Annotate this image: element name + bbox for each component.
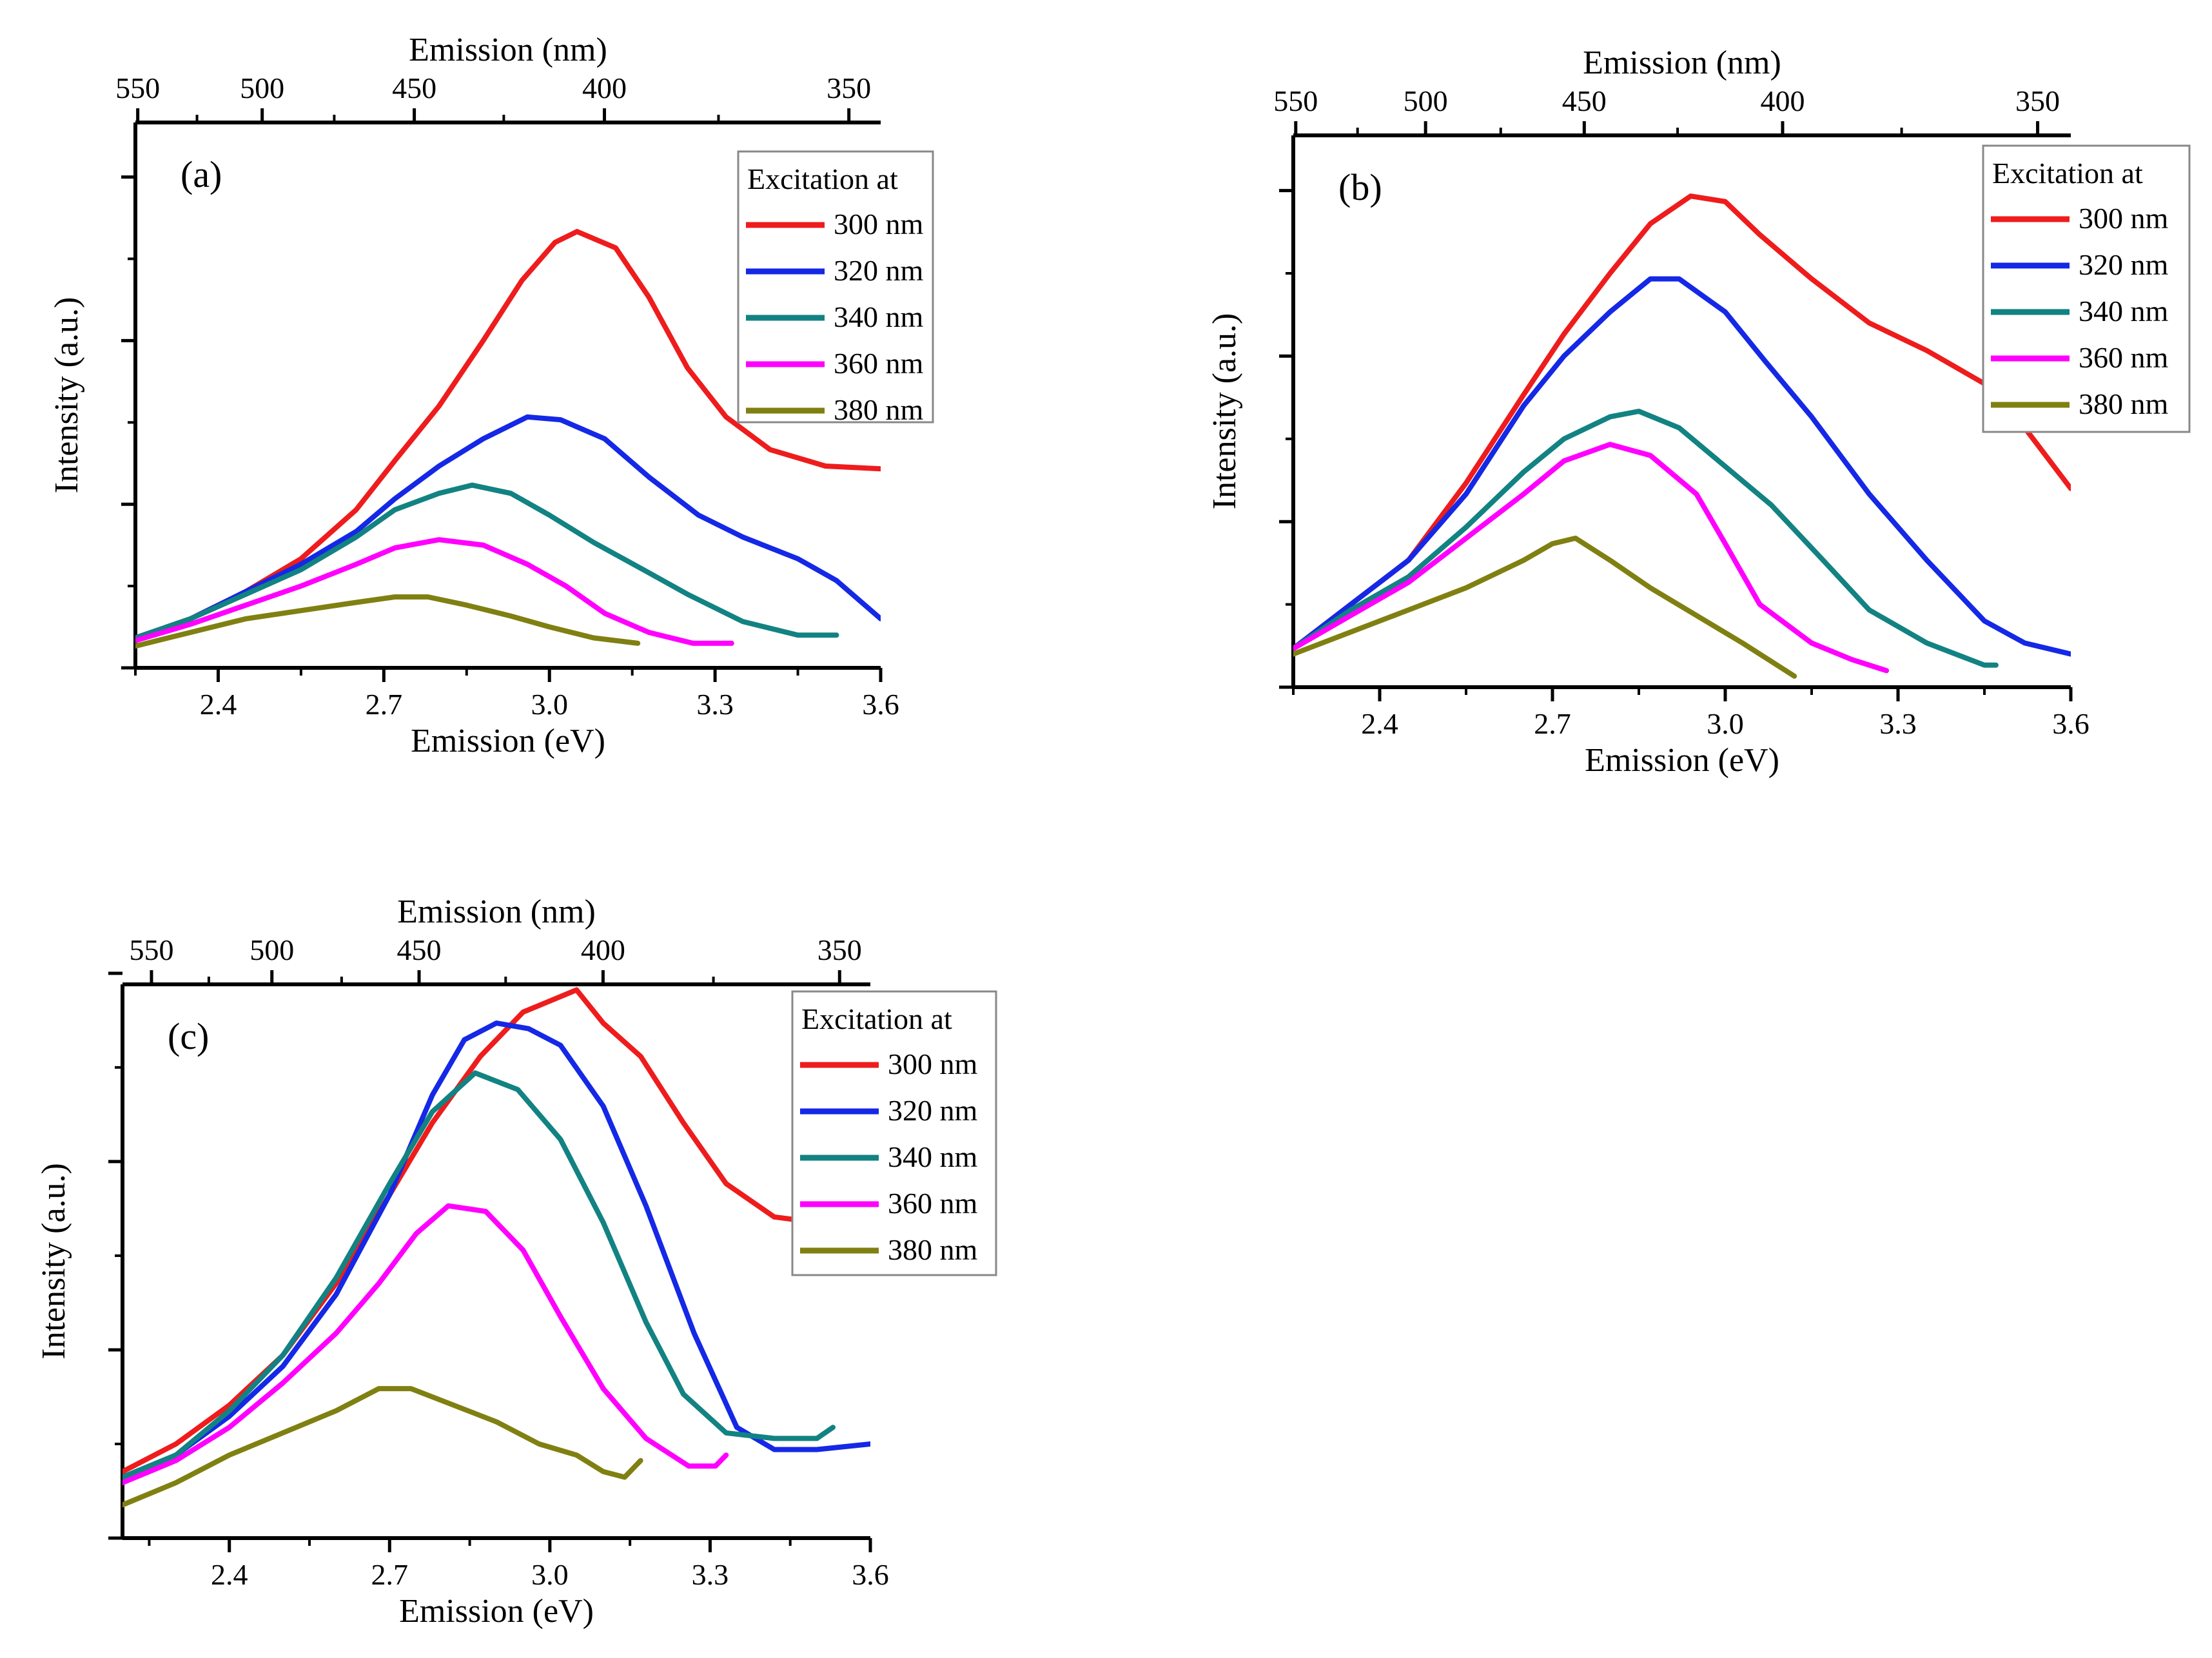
- x-tick-label: 3.6: [852, 1558, 889, 1591]
- y-axis-title: Intensity (a.u.): [35, 1163, 72, 1360]
- x-tick-label: 2.4: [200, 688, 237, 721]
- top-tick-label: 350: [2015, 84, 2060, 117]
- x-tick-label: 2.7: [1534, 707, 1571, 740]
- y-axis-title: Intensity (a.u.): [48, 297, 85, 494]
- series-line-360-nm: [135, 537, 734, 646]
- series-line-320-nm: [122, 1020, 870, 1480]
- legend-title: Excitation at: [801, 1002, 952, 1035]
- x-tick-label: 2.4: [211, 1558, 248, 1591]
- x-tick-label: 3.6: [862, 688, 899, 721]
- legend-label: 360 nm: [834, 347, 924, 380]
- legend-label: 360 nm: [888, 1187, 978, 1220]
- x-tick-label: 3.0: [531, 688, 568, 721]
- x-axis-title: Emission (eV): [399, 1593, 594, 1630]
- series-line-340-nm: [135, 482, 839, 641]
- series-line-320-nm: [1293, 276, 2071, 657]
- x-tick-label: 3.3: [692, 1558, 729, 1591]
- legend-label: 380 nm: [888, 1233, 978, 1266]
- panel-label: (c): [168, 1015, 209, 1057]
- top-tick-label: 550: [129, 933, 173, 966]
- top-tick-label: 450: [397, 933, 442, 966]
- legend-box: [1982, 144, 2191, 433]
- series-line-360-nm: [1293, 442, 1890, 674]
- panel-a: 2.4 2.7 3.0 3.3 3.6 550 500 450 400 350 Emission (…: [48, 32, 934, 759]
- x-tick-label: 2.7: [371, 1558, 409, 1591]
- x-tick-label: 3.0: [1707, 707, 1744, 740]
- top-axis-title: Emission (nm): [1583, 44, 1781, 81]
- top-tick-label: 400: [582, 72, 627, 104]
- legend-title: Excitation at: [747, 162, 898, 195]
- legend-label: 340 nm: [834, 300, 924, 333]
- series-group: [135, 229, 881, 649]
- series-line-300-nm: [1293, 193, 2071, 652]
- legend-title: Excitation at: [1992, 157, 2143, 190]
- legend-label: 340 nm: [2079, 295, 2169, 327]
- y-axis-title: Intensity (a.u.): [1206, 313, 1243, 510]
- series-line-380-nm: [1293, 535, 1797, 679]
- series-group: [1293, 193, 2071, 679]
- series-line-300-nm: [122, 987, 820, 1474]
- series-line-300-nm: [135, 229, 881, 641]
- top-tick-label: 350: [827, 72, 871, 104]
- series-line-360-nm: [122, 1203, 729, 1486]
- legend-label: 380 nm: [2079, 387, 2169, 420]
- panel-label: (a): [181, 153, 222, 195]
- series-group: [122, 987, 870, 1508]
- x-tick-label: 3.3: [1879, 707, 1917, 740]
- legend-label: 300 nm: [834, 208, 924, 240]
- top-tick-label: 500: [250, 933, 294, 966]
- legend-label: 320 nm: [834, 254, 924, 287]
- legend-box: [737, 150, 934, 424]
- x-tick-label: 2.7: [366, 688, 403, 721]
- legend-label: 320 nm: [2079, 248, 2169, 281]
- top-tick-label: 400: [581, 933, 625, 966]
- x-tick-label: 2.4: [1361, 707, 1398, 740]
- legend-label: 360 nm: [2079, 341, 2169, 374]
- legend-label: 300 nm: [888, 1048, 978, 1080]
- legend-box: [791, 990, 997, 1276]
- panel-label: (b): [1338, 166, 1382, 208]
- top-tick-label: 400: [1760, 84, 1805, 117]
- legend-label: 320 nm: [888, 1094, 978, 1127]
- top-tick-label: 550: [1273, 84, 1318, 117]
- series-line-340-nm: [122, 1070, 836, 1480]
- series-line-320-nm: [135, 414, 881, 641]
- top-tick-label: 500: [240, 72, 284, 104]
- series-line-380-nm: [135, 594, 641, 649]
- top-axis-title: Emission (nm): [409, 32, 607, 68]
- panel-b: 2.4 2.7 3.0 3.3 3.6 550 500 450 400 350 Emission (…: [1206, 44, 2191, 779]
- x-axis-title: Emission (eV): [411, 723, 605, 759]
- legend-label: 380 nm: [834, 393, 924, 426]
- x-axis-title: Emission (eV): [1585, 742, 1779, 779]
- series-line-380-nm: [122, 1386, 643, 1508]
- x-tick-label: 3.0: [531, 1558, 569, 1591]
- top-tick-label: 550: [115, 72, 160, 104]
- legend-label: 300 nm: [2079, 202, 2169, 235]
- legend-label: 340 nm: [888, 1140, 978, 1173]
- top-tick-label: 500: [1404, 84, 1448, 117]
- x-tick-label: 3.3: [696, 688, 734, 721]
- panel-c: 2.4 2.7 3.0 3.3 3.6 550 500 450 400 350 Emission (…: [35, 893, 997, 1630]
- series-line-340-nm: [1293, 409, 1999, 668]
- top-axis-title: Emission (nm): [397, 893, 596, 930]
- top-tick-label: 450: [392, 72, 436, 104]
- top-tick-label: 350: [817, 933, 862, 966]
- x-tick-label: 3.6: [2052, 707, 2090, 740]
- top-tick-label: 450: [1562, 84, 1607, 117]
